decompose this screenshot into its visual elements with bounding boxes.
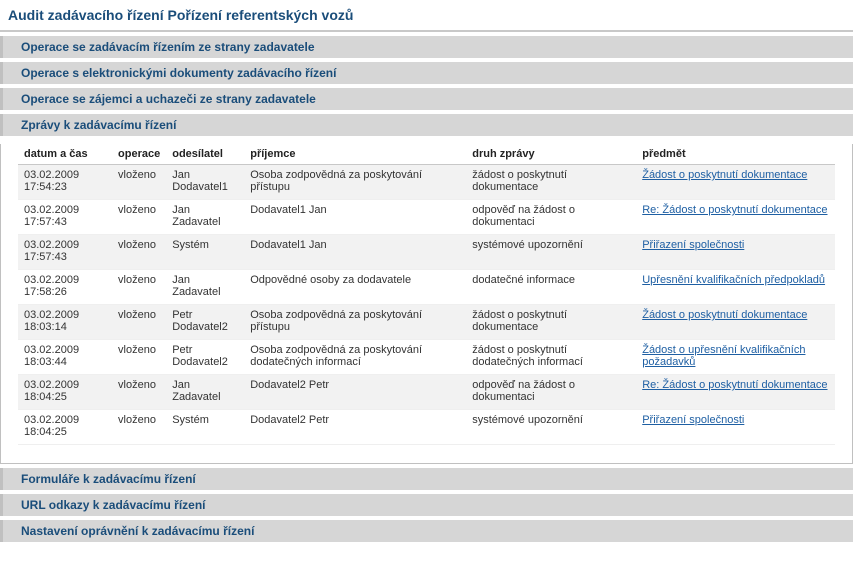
cell-druh: systémové upozornění — [466, 410, 636, 445]
section-zpravy[interactable]: Zprávy k zadávacímu řízení — [0, 114, 853, 136]
th-predmet: předmět — [636, 144, 835, 165]
table-row: 03.02.2009 18:04:25vloženoSystémDodavate… — [18, 410, 835, 445]
cell-datum: 03.02.2009 17:57:43 — [18, 235, 112, 270]
subject-link[interactable]: Re: Žádost o poskytnutí dokumentace — [642, 204, 827, 216]
cell-odesilatel: Jan Zadavatel — [166, 200, 244, 235]
cell-prijemce: Dodavatel2 Petr — [244, 410, 466, 445]
cell-datum: 03.02.2009 17:58:26 — [18, 270, 112, 305]
cell-druh: žádost o poskytnutí dokumentace — [466, 305, 636, 340]
section-url-odkazy[interactable]: URL odkazy k zadávacímu řízení — [0, 494, 853, 516]
th-datum: datum a čas — [18, 144, 112, 165]
th-odesilatel: odesílatel — [166, 144, 244, 165]
table-row: 03.02.2009 17:58:26vloženoJan ZadavatelO… — [18, 270, 835, 305]
cell-odesilatel: Systém — [166, 235, 244, 270]
table-row: 03.02.2009 18:03:14vloženoPetr Dodavatel… — [18, 305, 835, 340]
messages-table: datum a čas operace odesílatel příjemce … — [18, 144, 835, 445]
cell-odesilatel: Systém — [166, 410, 244, 445]
cell-predmet: Re: Žádost o poskytnutí dokumentace — [636, 200, 835, 235]
th-druh: druh zprávy — [466, 144, 636, 165]
cell-datum: 03.02.2009 17:57:43 — [18, 200, 112, 235]
subject-link[interactable]: Přiřazení společnosti — [642, 239, 744, 251]
cell-predmet: Přiřazení společnosti — [636, 235, 835, 270]
cell-datum: 03.02.2009 17:54:23 — [18, 165, 112, 200]
cell-predmet: Žádost o poskytnutí dokumentace — [636, 165, 835, 200]
cell-prijemce: Osoba zodpovědná za poskytování přístupu — [244, 305, 466, 340]
zpravy-panel: datum a čas operace odesílatel příjemce … — [0, 144, 853, 464]
cell-predmet: Re: Žádost o poskytnutí dokumentace — [636, 375, 835, 410]
th-prijemce: příjemce — [244, 144, 466, 165]
cell-operace: vloženo — [112, 340, 166, 375]
cell-operace: vloženo — [112, 235, 166, 270]
cell-predmet: Přiřazení společnosti — [636, 410, 835, 445]
section-operace-zajemci[interactable]: Operace se zájemci a uchazeči ze strany … — [0, 88, 853, 110]
cell-druh: odpověď na žádost o dokumentaci — [466, 375, 636, 410]
table-row: 03.02.2009 18:03:44vloženoPetr Dodavatel… — [18, 340, 835, 375]
cell-datum: 03.02.2009 18:03:14 — [18, 305, 112, 340]
subject-link[interactable]: Žádost o upřesnění kvalifikačních požada… — [642, 344, 805, 368]
cell-operace: vloženo — [112, 305, 166, 340]
cell-druh: žádost o poskytnutí dokumentace — [466, 165, 636, 200]
table-row: 03.02.2009 17:57:43vloženoJan ZadavatelD… — [18, 200, 835, 235]
th-operace: operace — [112, 144, 166, 165]
subject-link[interactable]: Žádost o poskytnutí dokumentace — [642, 309, 807, 321]
table-row: 03.02.2009 18:04:25vloženoJan ZadavatelD… — [18, 375, 835, 410]
cell-operace: vloženo — [112, 410, 166, 445]
subject-link[interactable]: Přiřazení společnosti — [642, 414, 744, 426]
subject-link[interactable]: Žádost o poskytnutí dokumentace — [642, 169, 807, 181]
cell-prijemce: Dodavatel1 Jan — [244, 235, 466, 270]
section-formulare[interactable]: Formuláře k zadávacímu řízení — [0, 468, 853, 490]
section-nastaveni-opravneni[interactable]: Nastavení oprávnění k zadávacímu řízení — [0, 520, 853, 542]
cell-operace: vloženo — [112, 270, 166, 305]
cell-operace: vloženo — [112, 200, 166, 235]
cell-druh: dodatečné informace — [466, 270, 636, 305]
subject-link[interactable]: Re: Žádost o poskytnutí dokumentace — [642, 379, 827, 391]
cell-prijemce: Dodavatel1 Jan — [244, 200, 466, 235]
cell-odesilatel: Petr Dodavatel2 — [166, 340, 244, 375]
cell-prijemce: Odpovědné osoby za dodavatele — [244, 270, 466, 305]
section-operace-zadavatele[interactable]: Operace se zadávacím řízením ze strany z… — [0, 36, 853, 58]
cell-odesilatel: Petr Dodavatel2 — [166, 305, 244, 340]
cell-odesilatel: Jan Zadavatel — [166, 375, 244, 410]
cell-operace: vloženo — [112, 165, 166, 200]
cell-druh: žádost o poskytnutí dodatečných informac… — [466, 340, 636, 375]
cell-druh: systémové upozornění — [466, 235, 636, 270]
section-operace-dokumenty[interactable]: Operace s elektronickými dokumenty zadáv… — [0, 62, 853, 84]
cell-prijemce: Osoba zodpovědná za poskytování přístupu — [244, 165, 466, 200]
table-row: 03.02.2009 17:57:43vloženoSystémDodavate… — [18, 235, 835, 270]
page-title: Audit zadávacího řízení Pořízení referen… — [0, 0, 853, 32]
table-row: 03.02.2009 17:54:23vloženoJan Dodavatel1… — [18, 165, 835, 200]
cell-predmet: Žádost o poskytnutí dokumentace — [636, 305, 835, 340]
subject-link[interactable]: Upřesnění kvalifikačních předpokladů — [642, 274, 825, 286]
cell-datum: 03.02.2009 18:04:25 — [18, 375, 112, 410]
cell-prijemce: Osoba zodpovědná za poskytování dodatečn… — [244, 340, 466, 375]
cell-datum: 03.02.2009 18:04:25 — [18, 410, 112, 445]
cell-prijemce: Dodavatel2 Petr — [244, 375, 466, 410]
cell-predmet: Upřesnění kvalifikačních předpokladů — [636, 270, 835, 305]
cell-odesilatel: Jan Zadavatel — [166, 270, 244, 305]
cell-odesilatel: Jan Dodavatel1 — [166, 165, 244, 200]
cell-operace: vloženo — [112, 375, 166, 410]
cell-datum: 03.02.2009 18:03:44 — [18, 340, 112, 375]
cell-druh: odpověď na žádost o dokumentaci — [466, 200, 636, 235]
cell-predmet: Žádost o upřesnění kvalifikačních požada… — [636, 340, 835, 375]
